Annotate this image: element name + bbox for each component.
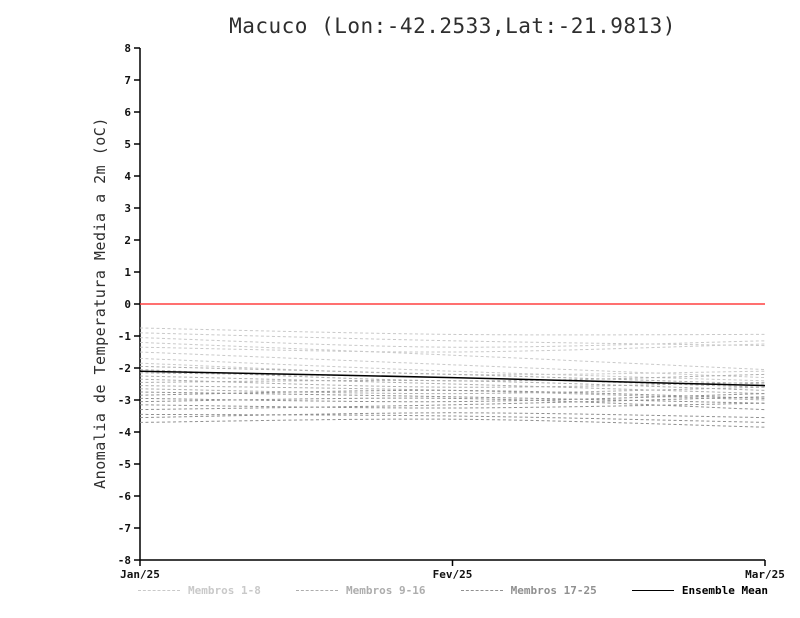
y-tick-label: -3 <box>118 394 131 407</box>
legend-item-membros-1-8: Membros 1-8 <box>138 584 261 597</box>
y-tick-label: 8 <box>124 42 131 55</box>
legend-item-membros-9-16: Membros 9-16 <box>296 584 426 597</box>
y-tick-label: -2 <box>118 362 131 375</box>
y-tick-label: 7 <box>124 74 131 87</box>
ensemble-member-line <box>139 389 766 399</box>
ensemble-member-line <box>139 332 766 347</box>
legend-item-label: Membros 9-16 <box>346 584 426 597</box>
ensemble-member-line <box>139 379 766 391</box>
dashed-line-sample-icon <box>296 590 339 591</box>
legend-item-ensemble-mean: Ensemble Mean <box>631 584 768 597</box>
legend: Membros 1-8 Membros 9-16 Membros 17-25 E… <box>138 584 768 597</box>
ensemble-member-line <box>139 343 766 353</box>
y-axis-ticks: -8 -7 -6 -5 -4 -3 -2 -1 0 1 2 3 4 5 6 7 8 <box>118 42 140 567</box>
legend-item-label: Ensemble Mean <box>681 584 768 597</box>
dashed-line-sample-icon <box>460 590 503 591</box>
ensemble-member-line <box>139 412 766 419</box>
y-tick-label: -1 <box>118 330 132 343</box>
ensemble-member-line <box>139 372 766 388</box>
y-tick-label: -8 <box>118 554 131 567</box>
ensemble-member-line <box>139 369 766 382</box>
chart-title: Macuco (Lon:-42.2533,Lat:-21.9813) <box>229 14 676 38</box>
y-tick-label: 3 <box>124 202 131 215</box>
y-tick-label: 5 <box>124 138 131 151</box>
ensemble-member-line <box>139 402 766 409</box>
y-tick-label: -7 <box>118 522 131 535</box>
x-tick-label: Fev/25 <box>433 568 473 581</box>
ensemble-member-line <box>139 386 766 395</box>
y-tick-label: 1 <box>124 266 131 279</box>
member-group-3 <box>139 389 766 428</box>
ensemble-mean-group <box>139 370 766 387</box>
ensemble-member-line <box>139 351 766 379</box>
x-tick-label: Jan/25 <box>120 568 160 581</box>
legend-item-label: Membros 17-25 <box>510 584 597 597</box>
y-tick-label: -4 <box>118 426 132 439</box>
y-tick-label: -6 <box>118 490 132 503</box>
x-tick-label: Mar/25 <box>745 568 785 581</box>
ensemble-mean-line <box>139 370 766 387</box>
y-tick-label: 6 <box>124 106 131 119</box>
y-tick-label: -5 <box>118 458 131 471</box>
ensemble-member-line <box>139 418 766 428</box>
x-axis-ticks: Jan/25 Fev/25 Mar/25 <box>120 560 785 581</box>
ensemble-member-line <box>139 327 766 336</box>
legend-item-membros-17-25: Membros 17-25 <box>460 584 597 597</box>
member-group-1 <box>139 327 766 382</box>
solid-line-sample-icon <box>631 590 674 591</box>
ensemble-member-line <box>139 396 766 411</box>
y-tick-label: 0 <box>124 298 131 311</box>
y-tick-label: 4 <box>124 170 131 183</box>
dashed-line-sample-icon <box>138 590 180 591</box>
ensemble-member-line <box>139 341 766 371</box>
legend-item-label: Membros 1-8 <box>188 584 261 597</box>
y-tick-label: 2 <box>124 234 131 247</box>
